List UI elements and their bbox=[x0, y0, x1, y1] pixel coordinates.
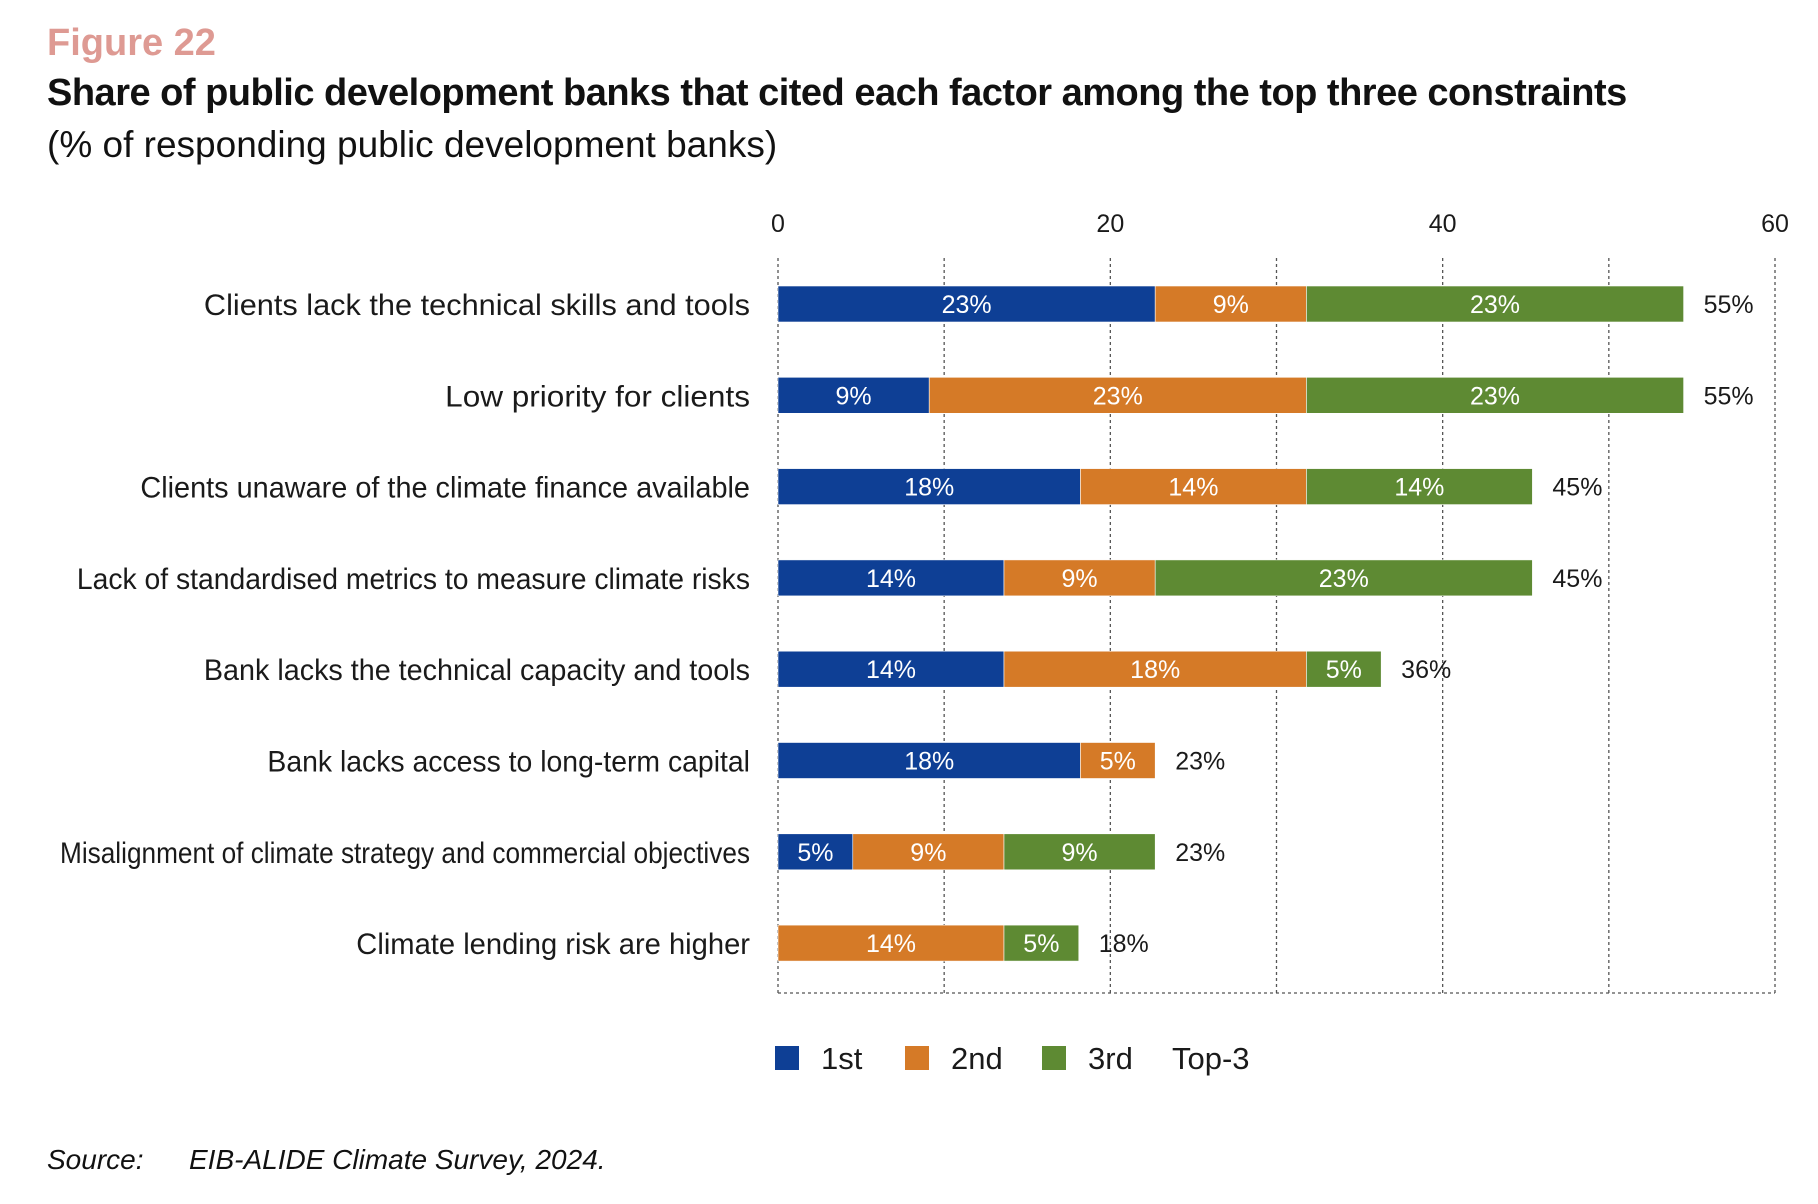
bar-segment-2nd bbox=[1003, 559, 1156, 597]
legend-label: Top-3 bbox=[1172, 1041, 1250, 1076]
bar-data-label: 18% bbox=[904, 748, 954, 776]
bar-data-label: 23% bbox=[1470, 291, 1520, 319]
bar-data-label: 9% bbox=[1213, 291, 1249, 319]
total-label: 45% bbox=[1552, 474, 1602, 502]
bar-segment-3rd bbox=[1003, 924, 1080, 962]
total-label: 36% bbox=[1401, 656, 1451, 684]
bar-data-label: 5% bbox=[1326, 656, 1362, 684]
category-label: Misalignment of climate strategy and com… bbox=[60, 837, 750, 870]
bar-segment-3rd bbox=[1306, 376, 1684, 414]
bar-data-label: 5% bbox=[1023, 930, 1059, 958]
bar-segment-3rd bbox=[1306, 285, 1684, 323]
chart-subtitle: (% of responding public development bank… bbox=[47, 124, 778, 165]
total-label: 55% bbox=[1704, 291, 1754, 319]
legend-label: 3rd bbox=[1088, 1041, 1133, 1076]
category-label: Low priority for clients bbox=[445, 380, 750, 413]
chart-title: Share of public development banks that c… bbox=[47, 72, 1627, 114]
bar-segment-3rd bbox=[1154, 559, 1533, 597]
bar-segment-2nd bbox=[928, 376, 1307, 414]
bar-segment-2nd bbox=[852, 833, 1005, 871]
bar-data-label: 14% bbox=[866, 930, 916, 958]
category-label: Clients unaware of the climate finance a… bbox=[140, 472, 750, 505]
bar-data-label: 9% bbox=[1062, 565, 1098, 593]
category-label: Bank lacks the technical capacity and to… bbox=[204, 654, 750, 687]
x-tick-label: 0 bbox=[771, 210, 785, 238]
bar-data-label: 9% bbox=[1062, 839, 1098, 867]
bar-segment-2nd bbox=[1003, 650, 1307, 688]
bar-segment-3rd bbox=[1003, 833, 1156, 871]
bar-data-label: 5% bbox=[1100, 748, 1136, 776]
bar-data-label: 14% bbox=[866, 656, 916, 684]
bar-data-label: 9% bbox=[910, 839, 946, 867]
bar-data-label: 18% bbox=[904, 474, 954, 502]
bar-data-label: 23% bbox=[1093, 382, 1143, 410]
legend-swatch bbox=[775, 1046, 799, 1070]
bar-segment-1st bbox=[777, 285, 1156, 323]
bars-layer bbox=[777, 285, 1684, 962]
bar-segment-1st bbox=[777, 833, 854, 871]
bar-segment-3rd bbox=[1306, 650, 1382, 688]
total-label: 23% bbox=[1175, 748, 1225, 776]
bar-segment-1st bbox=[777, 468, 1081, 505]
total-label: 55% bbox=[1704, 382, 1754, 410]
legend-swatch bbox=[905, 1046, 929, 1070]
x-tick-label: 60 bbox=[1761, 210, 1789, 238]
bar-segment-1st bbox=[777, 742, 1081, 779]
labels-layer: 0 20 40 60 Clients lack the technical skills… bbox=[60, 210, 1789, 961]
category-label: Bank lacks access to long-term capital bbox=[267, 746, 750, 779]
bar-data-label: 14% bbox=[1394, 474, 1444, 502]
category-label: Clients lack the technical skills and to… bbox=[204, 289, 750, 322]
bar-segment-1st bbox=[777, 559, 1005, 597]
bar-segment-1st bbox=[777, 650, 1005, 688]
total-label: 18% bbox=[1099, 930, 1149, 958]
category-label: Climate lending risk are higher bbox=[356, 928, 750, 961]
grid-layer bbox=[777, 258, 1776, 994]
bar-segment-2nd bbox=[1080, 742, 1156, 779]
x-tick-label: 40 bbox=[1429, 210, 1457, 238]
bar-segment-1st bbox=[777, 376, 930, 414]
bar-segment-2nd bbox=[777, 924, 1005, 962]
stacked-bar-chart: 0 20 40 60 Clients lack the technical skills… bbox=[60, 210, 1789, 1076]
bar-data-label: 23% bbox=[1470, 382, 1520, 410]
bar-data-label: 14% bbox=[866, 565, 916, 593]
x-tick-label: 20 bbox=[1096, 210, 1124, 238]
source-label: Source: bbox=[47, 1144, 144, 1175]
legend: 1st 2nd 3rd Top-3 bbox=[775, 1041, 1250, 1076]
bar-data-label: 5% bbox=[797, 839, 833, 867]
bar-data-label: 18% bbox=[1130, 656, 1180, 684]
bar-data-label: 23% bbox=[1319, 565, 1369, 593]
category-label: Lack of standardised metrics to measure … bbox=[77, 563, 750, 596]
bar-data-label: 14% bbox=[1168, 474, 1218, 502]
source-note: Source: EIB-ALIDE Climate Survey, 2024. bbox=[47, 1144, 606, 1176]
source-text: EIB-ALIDE Climate Survey, 2024. bbox=[189, 1144, 606, 1175]
legend-label: 2nd bbox=[951, 1041, 1003, 1076]
bar-data-label: 9% bbox=[836, 382, 872, 410]
legend-label: 1st bbox=[821, 1041, 863, 1076]
bar-data-label: 23% bbox=[942, 291, 992, 319]
total-label: 23% bbox=[1175, 839, 1225, 867]
figure-label: Figure 22 bbox=[47, 22, 216, 64]
bar-segment-3rd bbox=[1306, 468, 1533, 505]
total-label: 45% bbox=[1552, 565, 1602, 593]
legend-swatch bbox=[1042, 1046, 1066, 1070]
